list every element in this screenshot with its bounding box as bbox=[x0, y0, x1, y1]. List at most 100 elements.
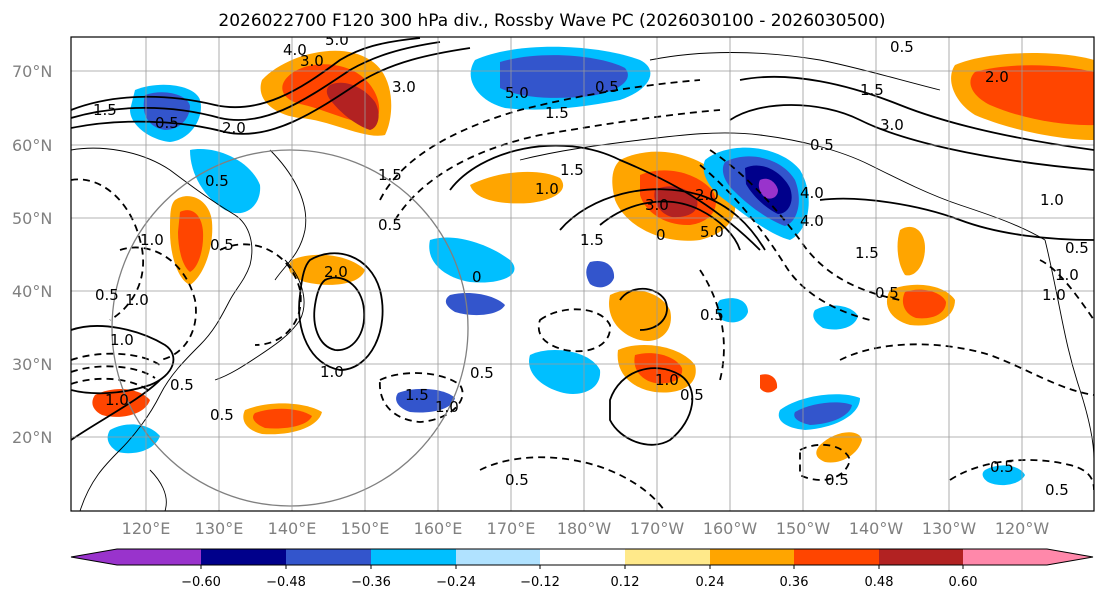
colorbar-swatch-0-body bbox=[117, 549, 201, 565]
colorbar-swatch-8 bbox=[794, 549, 879, 565]
contour-line bbox=[119, 246, 197, 361]
contour-label: 4.0 bbox=[800, 212, 824, 230]
contour-label: 2.0 bbox=[222, 119, 246, 137]
contour-label: 1.5 bbox=[378, 166, 402, 184]
shade-positive bbox=[470, 171, 564, 204]
contour-label: 0.5 bbox=[205, 172, 229, 190]
contour-label: 1.5 bbox=[580, 231, 604, 249]
contour-label: 0.5 bbox=[680, 386, 704, 404]
contour-label: 0.5 bbox=[1045, 481, 1069, 499]
shade-positive bbox=[816, 432, 862, 463]
shade-negative bbox=[794, 402, 852, 425]
lat-label: 40°N bbox=[12, 282, 52, 301]
contour-label: 1.0 bbox=[535, 180, 559, 198]
contour-label: 3.0 bbox=[300, 52, 324, 70]
lon-label: 160°W bbox=[703, 519, 758, 538]
contour-label: 0.5 bbox=[505, 471, 529, 489]
colorbar-swatch-7 bbox=[710, 549, 794, 565]
colorbar-swatch-9 bbox=[879, 549, 963, 565]
shade-positive bbox=[970, 65, 1094, 126]
colorbar-label: −0.60 bbox=[181, 575, 221, 590]
coastline-japan bbox=[214, 259, 305, 381]
shade-positive bbox=[253, 408, 312, 429]
coastline-northamerica bbox=[1044, 239, 1094, 461]
contour-line bbox=[599, 200, 741, 251]
contour-label: 0.5 bbox=[595, 78, 619, 96]
contour-line bbox=[379, 79, 701, 201]
colorbar-swatch-3 bbox=[371, 549, 456, 565]
contour-label: 0.5 bbox=[470, 364, 494, 382]
shade-negative bbox=[429, 237, 515, 283]
gridlines bbox=[71, 37, 1094, 511]
shade-negative bbox=[190, 149, 261, 214]
shade-positive bbox=[609, 290, 671, 341]
lon-label: 170°W bbox=[630, 519, 685, 538]
contour-label: 0.5 bbox=[990, 458, 1014, 476]
contour-line bbox=[839, 343, 1094, 396]
contour-label: 1.5 bbox=[855, 244, 879, 262]
shade-positive bbox=[92, 388, 150, 417]
colorbar-label: −0.48 bbox=[266, 575, 306, 590]
contour-line bbox=[609, 367, 694, 446]
coastline-arctic bbox=[649, 52, 941, 91]
contour-label: 0 bbox=[472, 268, 482, 286]
contour-label: 5.0 bbox=[325, 31, 349, 49]
contour-line bbox=[739, 75, 1094, 151]
lon-label: 120°E bbox=[122, 519, 171, 538]
contour-label: 1.0 bbox=[140, 231, 164, 249]
contour-label: 0.5 bbox=[875, 284, 899, 302]
contour-label: 1.5 bbox=[405, 386, 429, 404]
contour-line bbox=[537, 308, 611, 353]
contour-label: 1.0 bbox=[1040, 191, 1064, 209]
contour-label: 0.5 bbox=[95, 286, 119, 304]
lat-label: 20°N bbox=[12, 428, 52, 447]
contour-line bbox=[949, 459, 1094, 491]
contour-line bbox=[699, 269, 725, 381]
colorbar-swatch-10-body bbox=[963, 549, 1047, 565]
shade-negative bbox=[758, 178, 778, 199]
region-circle bbox=[111, 149, 469, 507]
contour-label: 1.0 bbox=[435, 398, 459, 416]
contour-line bbox=[71, 379, 161, 441]
contour-label: 4.0 bbox=[283, 41, 307, 59]
contour-label: 3.0 bbox=[645, 196, 669, 214]
lat-label: 50°N bbox=[12, 209, 52, 228]
shade-negative bbox=[813, 305, 858, 330]
contour-line bbox=[71, 325, 175, 395]
contour-line bbox=[1039, 259, 1094, 321]
contour-label: 5.0 bbox=[505, 84, 529, 102]
lon-axis: 120°E 130°E 140°E 150°E 160°E 170°E 180°… bbox=[122, 519, 1050, 538]
shade-negative bbox=[107, 424, 160, 454]
colorbar-swatch-0 bbox=[71, 549, 117, 565]
contour-line bbox=[71, 47, 471, 135]
colorbar-label: 0.36 bbox=[780, 575, 809, 590]
lon-label: 140°W bbox=[849, 519, 904, 538]
contour-line bbox=[71, 352, 161, 366]
colorbar-swatch-10 bbox=[1047, 549, 1093, 565]
colorbar-label: 0.60 bbox=[949, 575, 978, 590]
contour-labels: 5.0 4.0 3.0 3.0 1.5 0.5 2.0 5.0 1.5 0.5 … bbox=[93, 31, 1089, 499]
contour-label: 4.0 bbox=[800, 184, 824, 202]
contour-line bbox=[819, 197, 1094, 241]
lat-label: 30°N bbox=[12, 355, 52, 374]
shade-negative bbox=[396, 388, 455, 413]
colorbar-swatch-2 bbox=[286, 549, 371, 565]
contours-negative bbox=[71, 79, 1094, 511]
contour-label: 0.5 bbox=[810, 136, 834, 154]
shade-negative bbox=[143, 92, 190, 130]
lon-label: 180°W bbox=[557, 519, 612, 538]
contour-label: 0.5 bbox=[170, 376, 194, 394]
contour-label: 2.0 bbox=[324, 263, 348, 281]
contour-label: 0.5 bbox=[155, 114, 179, 132]
colorbar-label: 0.24 bbox=[696, 575, 725, 590]
contour-label: 0.5 bbox=[1065, 239, 1089, 257]
chart-title: 2026022700 F120 300 hPa div., Rossby Wav… bbox=[218, 11, 885, 31]
contour-label: 1.0 bbox=[105, 391, 129, 409]
contour-line bbox=[559, 188, 766, 251]
shade-negative bbox=[586, 260, 615, 288]
coastline-kamchatka bbox=[269, 149, 307, 281]
coastline-asia bbox=[71, 147, 253, 511]
contour-line bbox=[394, 109, 721, 221]
lon-label: 140°E bbox=[268, 519, 317, 538]
contour-line bbox=[709, 149, 901, 301]
